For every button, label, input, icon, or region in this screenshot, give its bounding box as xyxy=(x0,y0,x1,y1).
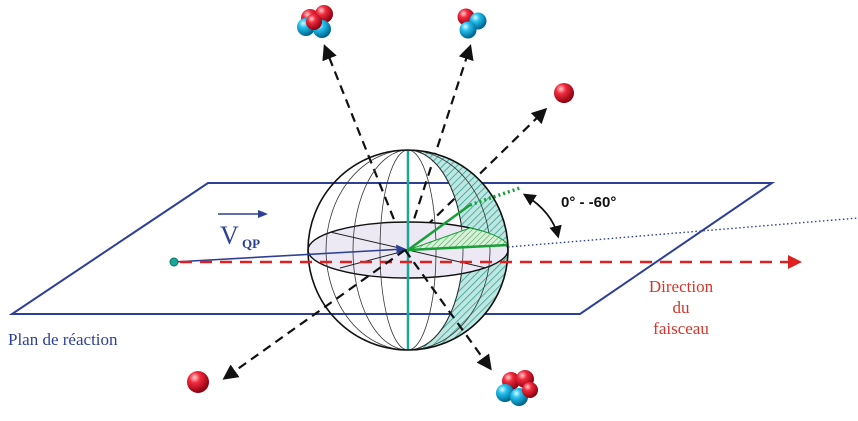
beam-label-line3: faisceau xyxy=(653,319,709,338)
velocity-subscript: QP xyxy=(242,236,260,251)
arrow-lower-left xyxy=(222,249,406,380)
emission-sphere xyxy=(307,149,521,351)
fragment-arrows-back xyxy=(322,44,548,248)
fragment-arrows-front xyxy=(222,249,492,380)
proton-right xyxy=(554,83,574,103)
arrow-upper-left xyxy=(322,44,407,248)
arrow-upper-mid xyxy=(403,44,474,248)
reaction-plane xyxy=(8,182,776,315)
plane-label: Plan de réaction xyxy=(8,330,118,349)
angle-arc xyxy=(522,193,562,239)
beam-arrowhead xyxy=(788,255,802,269)
blue-dotted-line xyxy=(507,217,858,248)
velocity-origin-dot xyxy=(169,257,179,267)
velocity-symbol: V xyxy=(220,221,239,250)
arrow-lower-right xyxy=(404,249,492,371)
cluster-bottom xyxy=(496,370,538,406)
beam-label-line1: Direction xyxy=(649,277,714,296)
beam-label: Direction du faisceau xyxy=(649,277,714,338)
velocity-vector xyxy=(173,244,406,263)
cluster-top-mid xyxy=(457,8,487,39)
velocity-label: V QP xyxy=(218,210,268,251)
proton-bottom-left xyxy=(187,371,209,393)
cluster-top-left xyxy=(297,5,333,38)
beam-label-line2: du xyxy=(673,298,691,317)
angle-range-label: 0° - -60° xyxy=(561,194,616,211)
sphere-outline xyxy=(307,149,509,351)
green-ray-horizontal xyxy=(407,243,509,252)
green-dotted-extension xyxy=(469,186,521,207)
green-ray-tilted xyxy=(407,203,471,252)
